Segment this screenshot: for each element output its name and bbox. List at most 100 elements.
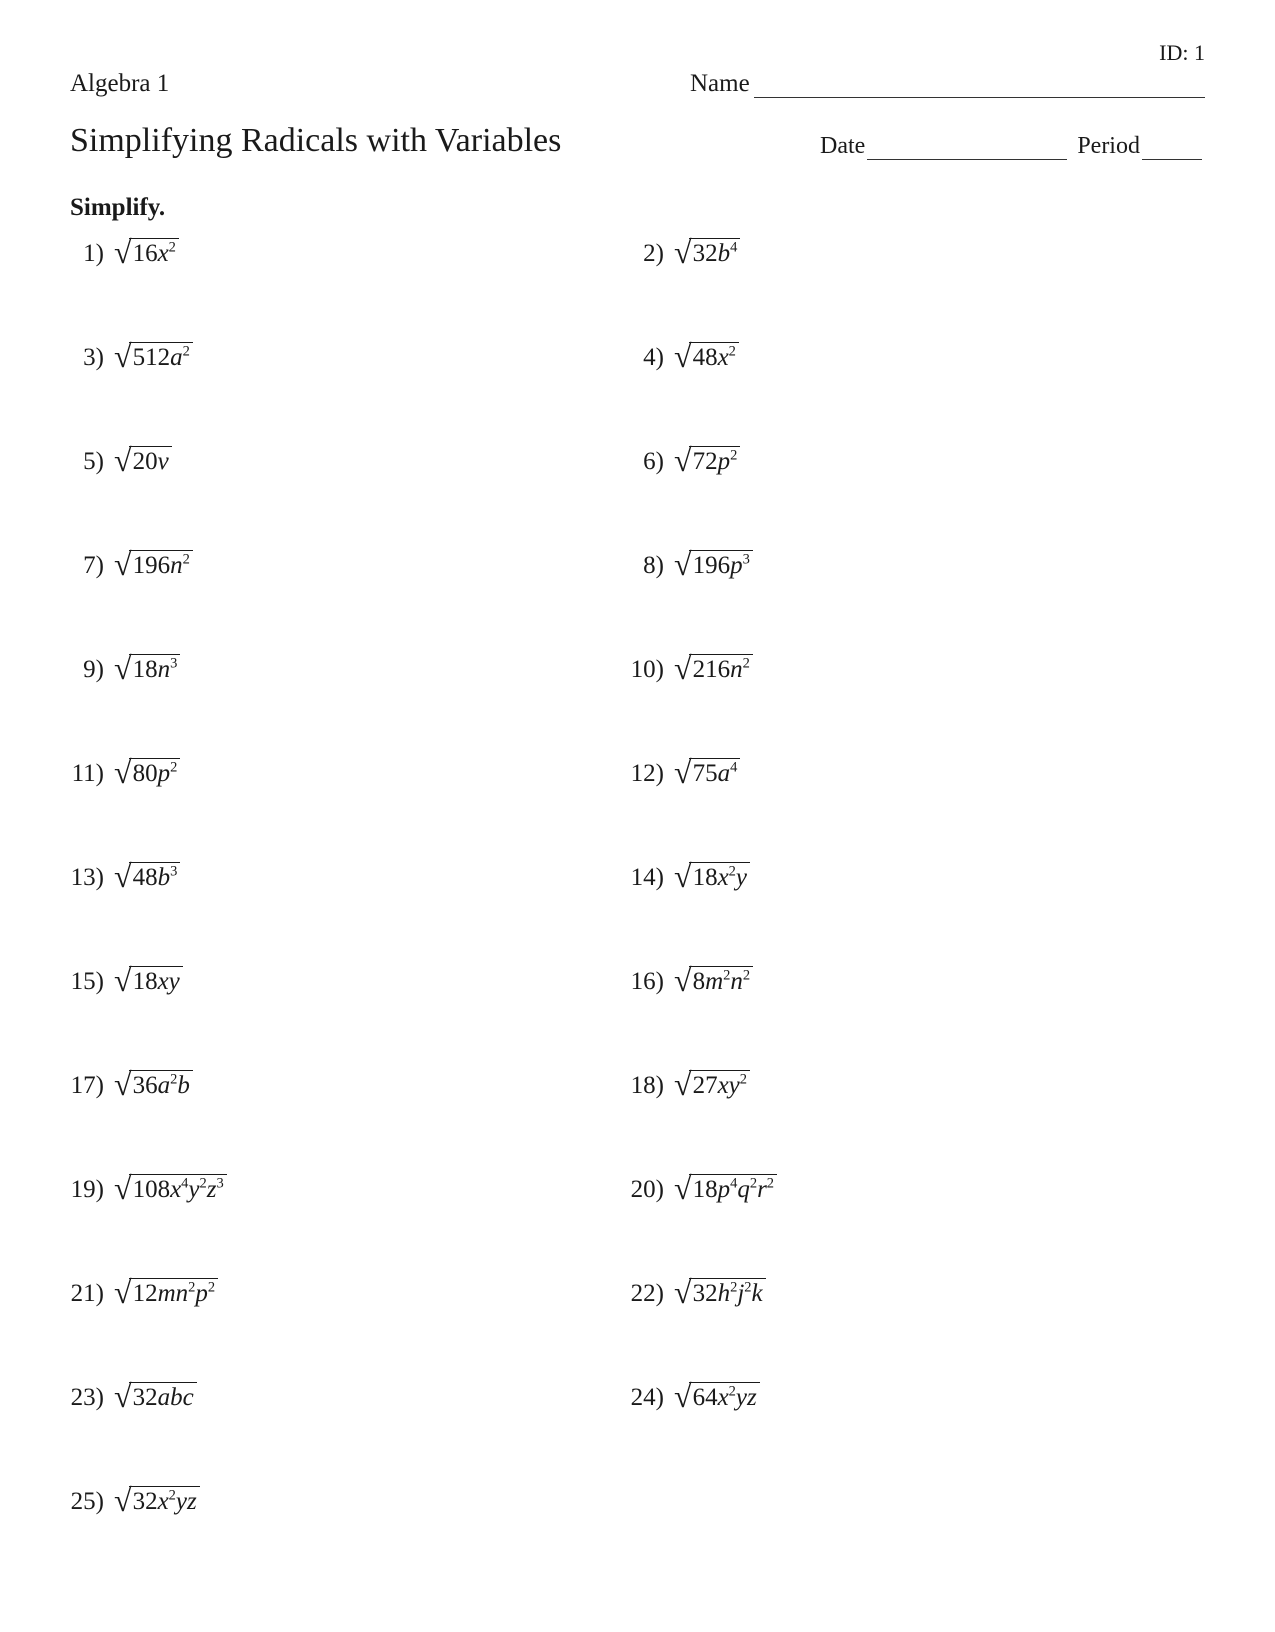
radical-icon: √ (114, 1068, 132, 1100)
radicand: 8m2n2 (689, 966, 754, 994)
problem-cell: 13)√48b3 (70, 858, 630, 892)
square-root-expression: √18n3 (114, 650, 180, 682)
radical-icon: √ (674, 236, 692, 268)
square-root-expression: √64x2yz (674, 1378, 760, 1410)
problem-cell: 21)√12mn2p2 (70, 1274, 630, 1308)
problem-number: 17) (70, 1066, 104, 1100)
problem-cell: 23)√32abc (70, 1378, 630, 1412)
problem-row: 9)√18n310)√216n2 (70, 650, 1205, 684)
problem-cell: 19)√108x4y2z3 (70, 1170, 630, 1204)
date-blank-line[interactable] (867, 143, 1067, 160)
radical-icon: √ (674, 1276, 692, 1308)
radicand: 32h2j2k (689, 1278, 766, 1306)
radical-icon: √ (114, 1276, 132, 1308)
problem-cell: 1) √16x2 (70, 234, 630, 268)
worksheet-title: Simplifying Radicals with Variables (70, 122, 820, 160)
problem-cell: 18)√27xy2 (630, 1066, 1190, 1100)
name-blank-line[interactable] (754, 79, 1205, 98)
square-root-expression: √32x2yz (114, 1482, 200, 1514)
problem-number: 11) (70, 754, 104, 788)
problem-number: 9) (70, 650, 104, 684)
problem-cell: 6) √72p2 (630, 442, 1190, 476)
problem-number: 12) (630, 754, 664, 788)
square-root-expression: √18x2y (674, 858, 750, 890)
problem-cell (630, 1482, 1190, 1516)
worksheet-id: ID: 1 (1159, 40, 1205, 66)
problem-cell: 5)√20v (70, 442, 630, 476)
problem-cell: 14) √18x2y (630, 858, 1190, 892)
radicand: 18xy (129, 966, 183, 994)
radical-icon: √ (674, 444, 692, 476)
radical-icon: √ (674, 860, 692, 892)
radicand: 16x2 (129, 238, 179, 266)
radicand: 20v (129, 446, 172, 474)
radical-icon: √ (674, 340, 692, 372)
problem-number: 23) (70, 1378, 104, 1412)
problem-number: 20) (630, 1170, 664, 1204)
problem-number: 7) (70, 546, 104, 580)
problem-row: 7)√196n28)√196p3 (70, 546, 1205, 580)
radicand: 18n3 (129, 654, 181, 682)
square-root-expression: √27xy2 (674, 1066, 750, 1098)
radical-icon: √ (674, 964, 692, 996)
problem-number: 16) (630, 962, 664, 996)
worksheet-page: ID: 1 Algebra 1 Name Simplifying Radical… (0, 0, 1275, 1632)
problem-number: 1) (70, 234, 104, 268)
square-root-expression: √512a2 (114, 338, 193, 370)
radicand: 512a2 (129, 342, 193, 370)
radicand: 196p3 (689, 550, 753, 578)
problem-cell: 4) √48x2 (630, 338, 1190, 372)
problem-cell: 25)√32x2yz (70, 1482, 630, 1516)
radicand: 48x2 (689, 342, 739, 370)
period-blank-line[interactable] (1142, 143, 1202, 160)
radicand: 72p2 (689, 446, 741, 474)
problem-number: 21) (70, 1274, 104, 1308)
radicand: 18p4q2r2 (689, 1174, 777, 1202)
radicand: 108x4y2z3 (129, 1174, 227, 1202)
radical-icon: √ (114, 1380, 132, 1412)
radical-icon: √ (114, 756, 132, 788)
radical-icon: √ (114, 340, 132, 372)
problem-number: 15) (70, 962, 104, 996)
radical-icon: √ (674, 548, 692, 580)
problem-number: 6) (630, 442, 664, 476)
problem-cell: 15)√18xy (70, 962, 630, 996)
problem-cell: 20) √18p4q2r2 (630, 1170, 1190, 1204)
name-label: Name (690, 70, 750, 98)
header-row-1: Algebra 1 Name (70, 70, 1205, 98)
date-label: Date (820, 133, 865, 160)
problem-number: 10) (630, 650, 664, 684)
instruction-text: Simplify. (70, 194, 1205, 222)
square-root-expression: √36a2b (114, 1066, 193, 1098)
problem-grid: 1)√16x22)√32b43)√512a24)√48x25)√20v6)√72… (70, 234, 1205, 1516)
problem-number: 5) (70, 442, 104, 476)
problem-row: 19)√108x4y2z320) √18p4q2r2 (70, 1170, 1205, 1204)
radical-icon: √ (114, 236, 132, 268)
problem-row: 5)√20v6) √72p2 (70, 442, 1205, 476)
problem-cell: 12)√75a4 (630, 754, 1190, 788)
period-label: Period (1077, 133, 1140, 160)
radical-icon: √ (674, 1172, 692, 1204)
problem-row: 15)√18xy16) √8m2n2 (70, 962, 1205, 996)
problem-cell: 7)√196n2 (70, 546, 630, 580)
problem-cell: 2)√32b4 (630, 234, 1190, 268)
square-root-expression: √18p4q2r2 (674, 1170, 777, 1202)
square-root-expression: √32b4 (674, 234, 740, 266)
problem-number: 4) (630, 338, 664, 372)
problem-cell: 17) √36a2b (70, 1066, 630, 1100)
radical-icon: √ (114, 860, 132, 892)
problem-number: 13) (70, 858, 104, 892)
radicand: 216n2 (689, 654, 753, 682)
problem-number: 14) (630, 858, 664, 892)
header-row-2: Simplifying Radicals with Variables Date… (70, 122, 1205, 160)
date-period-field: Date Period (820, 133, 1205, 160)
problem-number: 24) (630, 1378, 664, 1412)
radicand: 27xy2 (689, 1070, 750, 1098)
radicand: 32x2yz (129, 1486, 200, 1514)
radicand: 80p2 (129, 758, 181, 786)
problem-row: 11) √80p2 12)√75a4 (70, 754, 1205, 788)
square-root-expression: √196p3 (674, 546, 753, 578)
problem-cell: 3)√512a2 (70, 338, 630, 372)
radicand: 75a4 (689, 758, 741, 786)
radicand: 32b4 (689, 238, 741, 266)
